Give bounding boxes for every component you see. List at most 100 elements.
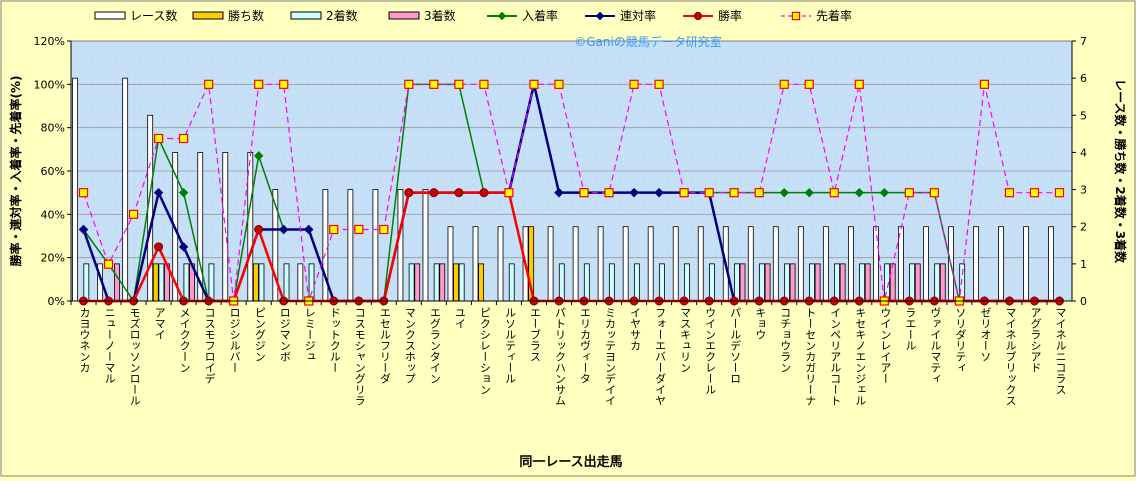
bar-2着数: [309, 264, 314, 301]
bar-2着数: [860, 264, 865, 301]
bar-レース数: [448, 227, 453, 301]
marker-先着率: [405, 80, 413, 88]
x-tick-label: ウインエクレール: [704, 307, 717, 395]
x-tick-label: ニューノーマル: [103, 307, 116, 384]
x-tick-label: ウインレイアー: [879, 307, 892, 384]
marker-先着率: [155, 135, 163, 143]
x-tick-label: コスモシャングリラ: [353, 307, 366, 406]
marker-先着率: [355, 226, 363, 234]
bar-3着数: [740, 264, 745, 301]
bar-レース数: [123, 78, 128, 301]
bar-3着数: [790, 264, 795, 301]
y-tick-label-right: 6: [1080, 72, 1087, 85]
marker-先着率: [280, 80, 288, 88]
marker-先着率: [1030, 189, 1038, 197]
x-tick-label: マスキュリン: [679, 307, 692, 373]
bar-2着数: [734, 264, 739, 301]
bar-レース数: [73, 78, 78, 301]
bar-勝ち数: [153, 264, 158, 301]
marker-先着率: [455, 80, 463, 88]
legend-label: 勝ち数: [228, 8, 264, 23]
bar-レース数: [548, 227, 553, 301]
marker-先着率: [830, 189, 838, 197]
y-tick-label-right: 0: [1080, 295, 1087, 308]
marker-先着率: [380, 226, 388, 234]
marker-先着率: [180, 135, 188, 143]
x-tick-label: ロジシルバー: [228, 307, 241, 373]
bar-3着数: [915, 264, 920, 301]
bar-レース数: [398, 190, 403, 301]
marker-先着率: [330, 226, 338, 234]
legend-label: 3着数: [424, 8, 456, 23]
marker-勝率: [455, 189, 463, 197]
x-tick-label: カヨウネンカ: [78, 307, 91, 373]
marker-先着率: [1055, 189, 1063, 197]
bar-レース数: [598, 227, 603, 301]
marker-勝率: [694, 12, 701, 19]
bar-勝ち数: [479, 264, 484, 301]
marker-先着率: [655, 80, 663, 88]
bar-レース数: [798, 227, 803, 301]
marker-先着率: [105, 260, 113, 268]
marker-先着率: [930, 189, 938, 197]
bar-レース数: [673, 227, 678, 301]
bar-2着数: [284, 264, 289, 301]
x-tick-label: ミカッテヨンデイイ: [604, 307, 617, 406]
marker-先着率: [130, 210, 138, 218]
marker-先着率: [805, 80, 813, 88]
x-tick-label: ラエール: [904, 307, 917, 351]
bar-2着数: [434, 264, 439, 301]
marker-先着率: [530, 80, 538, 88]
y-tick-label-right: 7: [1080, 35, 1087, 48]
bar-レース数: [573, 227, 578, 301]
bar-2着数: [709, 264, 714, 301]
x-tick-label: フォーエバーダイヤ: [654, 307, 667, 406]
x-tick-label: エグランタイン: [428, 307, 441, 384]
legend-label: レース数: [130, 8, 177, 23]
bar-3着数: [765, 264, 770, 301]
bar-2着数: [960, 264, 965, 301]
legend-label: 2着数: [326, 8, 358, 23]
x-tick-label: キョウ: [754, 307, 767, 340]
marker-先着率: [255, 80, 263, 88]
marker-先着率: [605, 189, 613, 197]
x-tick-label: ルソルティール: [503, 307, 516, 384]
watermark: ©Ganiの競馬データ研究室: [574, 34, 722, 49]
bar-レース数: [648, 227, 653, 301]
bar-2着数: [584, 264, 589, 301]
bar-2着数: [759, 264, 764, 301]
x-tick-label: インペリアルコート: [829, 307, 842, 406]
bar-3着数: [440, 264, 445, 301]
legend-swatch: [291, 12, 321, 19]
legend-label: 先着率: [816, 8, 852, 23]
marker-先着率: [730, 189, 738, 197]
bar-2着数: [509, 264, 514, 301]
y-tick-label-left: 60%: [41, 165, 65, 178]
y-tick-label-left: 20%: [41, 252, 65, 265]
legend-swatch: [193, 12, 223, 19]
marker-先着率: [1005, 189, 1013, 197]
x-tick-label: ピングジン: [253, 307, 266, 362]
bar-2着数: [910, 264, 915, 301]
x-tick-label: モズロッソンロール: [128, 307, 141, 406]
legend-label: 入着率: [522, 8, 558, 23]
x-tick-label: コスモフロイデ: [203, 307, 216, 384]
bar-レース数: [773, 227, 778, 301]
bar-レース数: [473, 227, 478, 301]
marker-先着率: [580, 189, 588, 197]
marker-勝率: [255, 226, 263, 234]
bar-レース数: [698, 227, 703, 301]
y-tick-label-left: 120%: [34, 35, 65, 48]
bar-2着数: [810, 264, 815, 301]
bar-2着数: [559, 264, 564, 301]
bar-3着数: [865, 264, 870, 301]
marker-先着率: [755, 189, 763, 197]
bar-2着数: [659, 264, 664, 301]
bar-2着数: [935, 264, 940, 301]
marker-先着率: [780, 80, 788, 88]
marker-勝率: [155, 243, 163, 251]
x-tick-label: マンクスホップ: [403, 307, 416, 384]
marker-勝率: [480, 189, 488, 197]
bar-2着数: [159, 264, 164, 301]
